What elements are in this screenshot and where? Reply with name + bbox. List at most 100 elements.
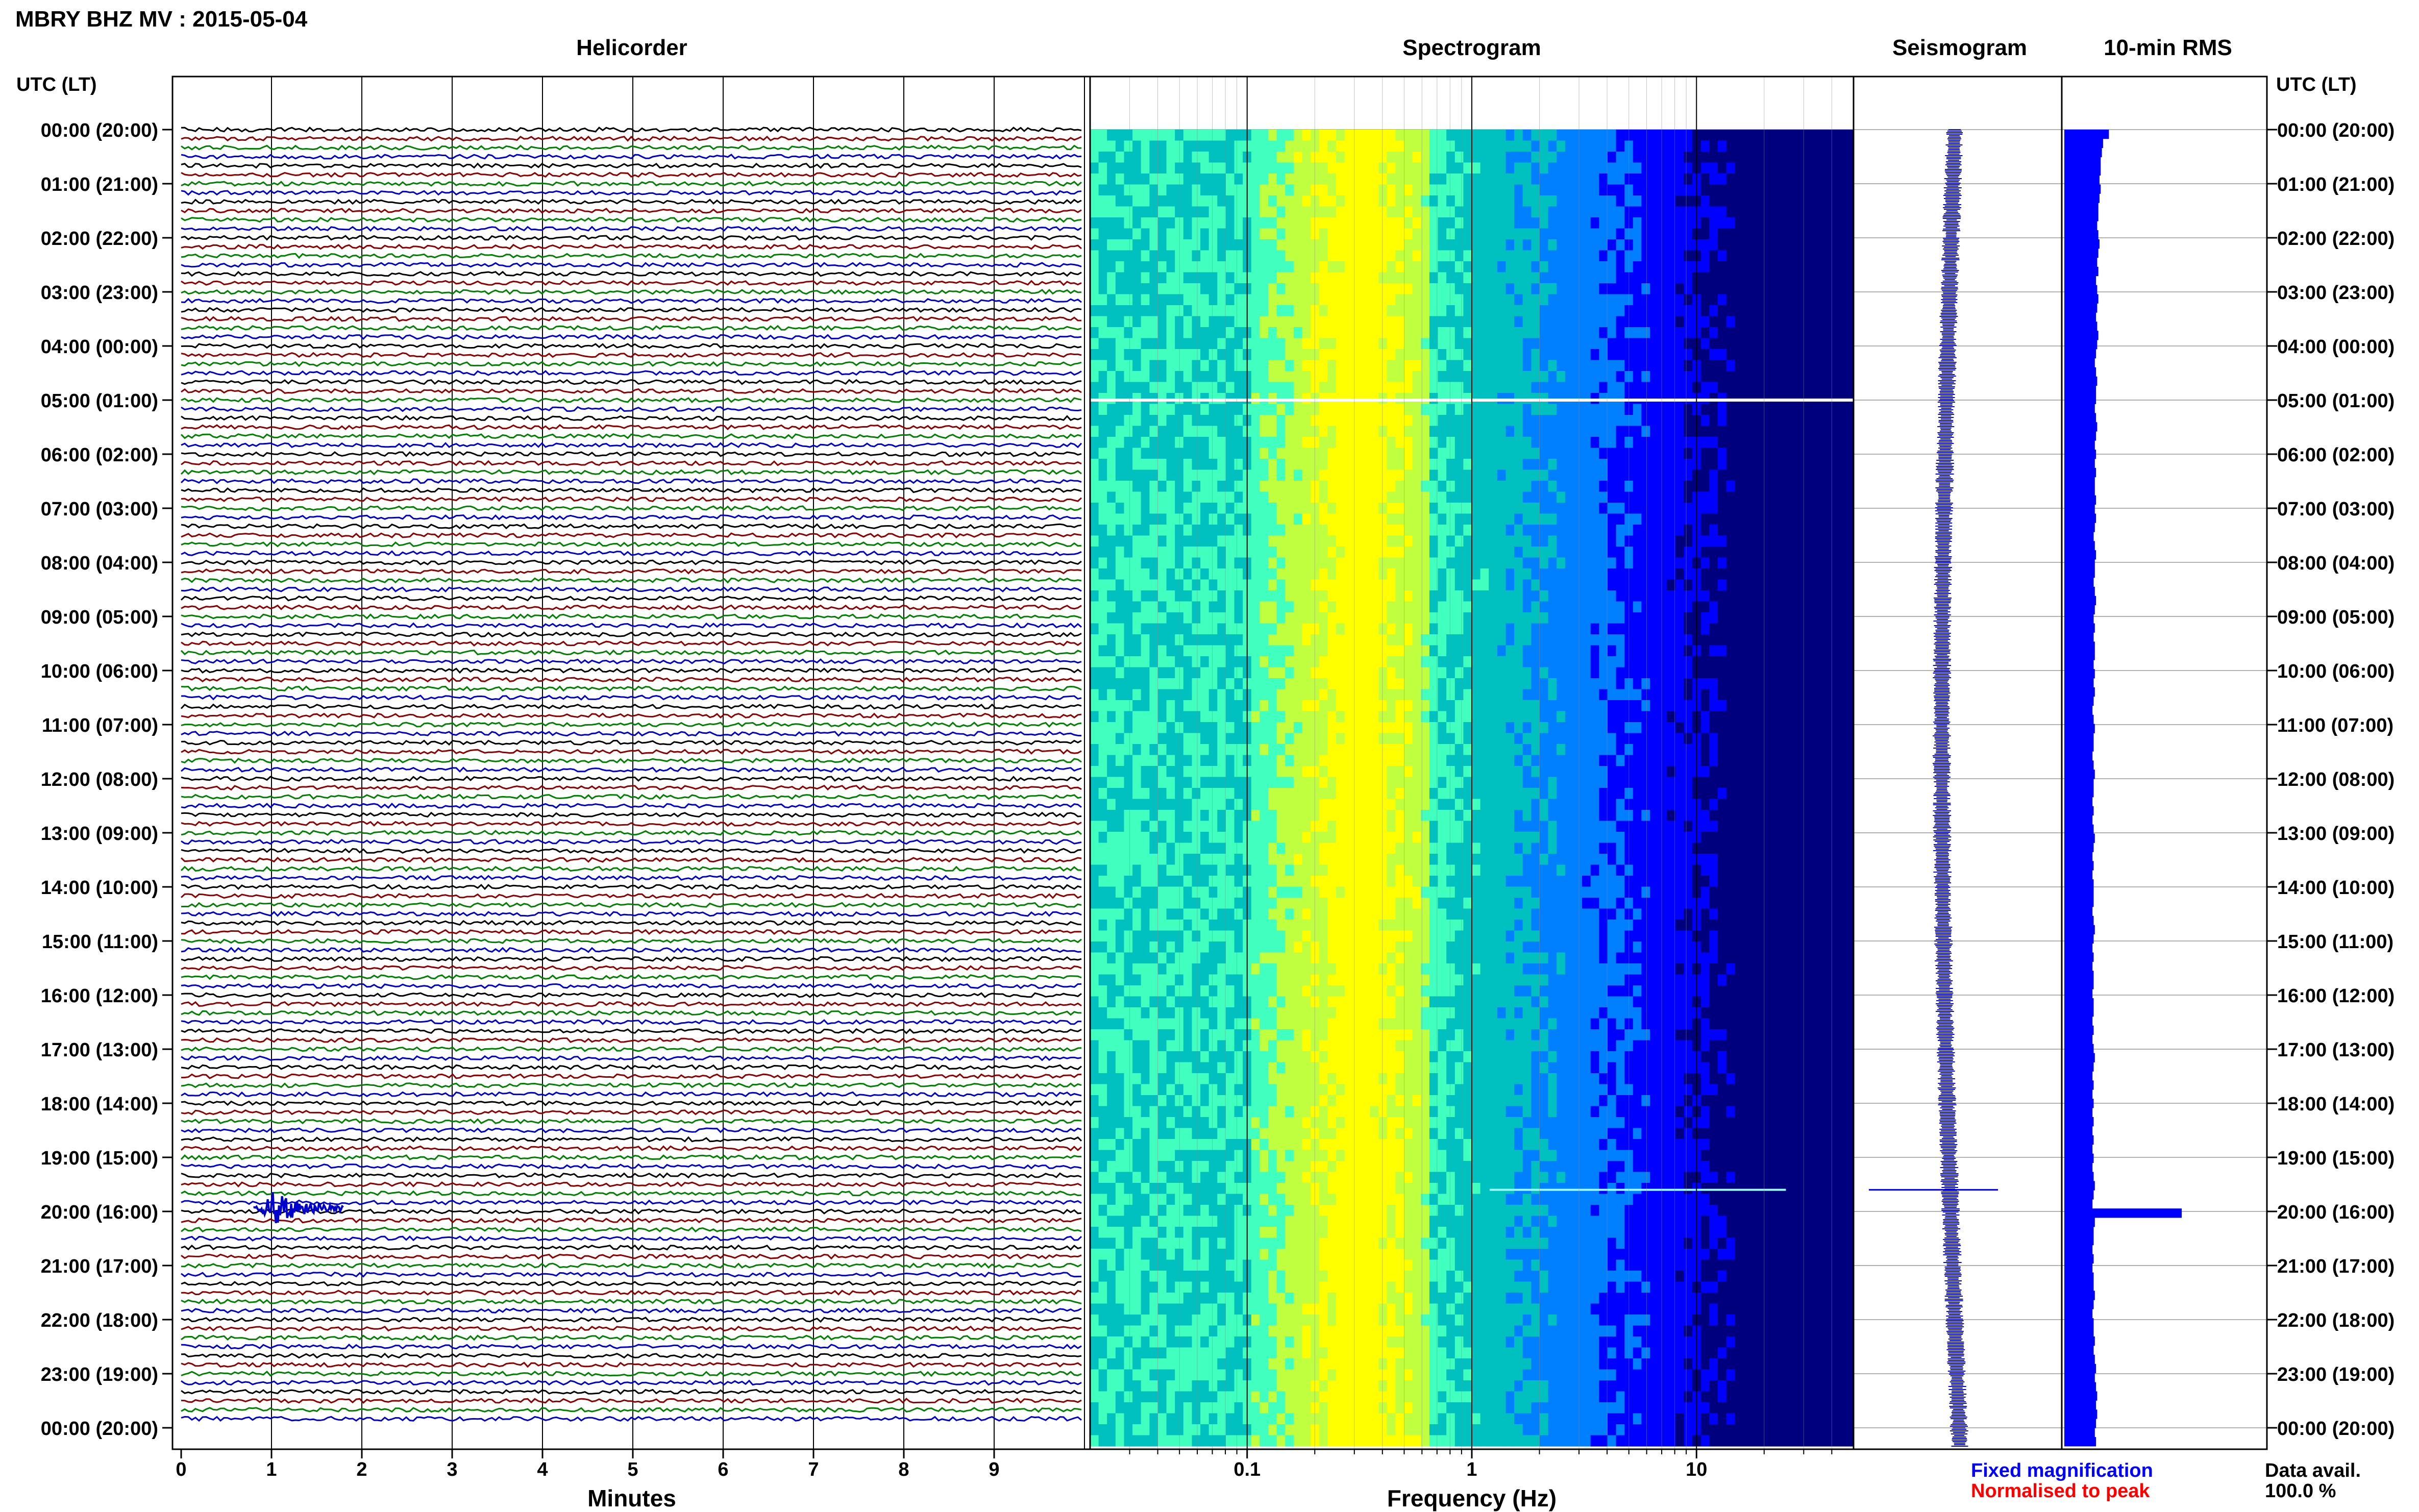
spectrogram-cell <box>1395 152 1404 163</box>
spectrogram-cell <box>1124 547 1133 558</box>
spectrogram-cell <box>1667 184 1676 196</box>
spectrogram-cell <box>1336 426 1345 437</box>
spectrogram-cell <box>1472 590 1481 602</box>
spectrogram-cell <box>1132 239 1142 251</box>
spectrogram-cell <box>1200 327 1210 339</box>
spectrogram-cell <box>1718 678 1727 690</box>
spectrogram-cell <box>1718 239 1727 251</box>
spectrogram-cell <box>1251 568 1260 580</box>
spectrogram-cell <box>1480 656 1489 668</box>
spectrogram-cell <box>1582 426 1591 437</box>
spectrogram-cell <box>1319 601 1328 613</box>
spectrogram-cell <box>1514 513 1523 525</box>
spectrogram-cell <box>1234 557 1243 569</box>
spectrogram-cell <box>1557 623 1566 635</box>
spectrogram-cell <box>1200 404 1210 415</box>
spectrogram-cell <box>1616 656 1625 668</box>
spectrogram-cell <box>1505 130 1515 141</box>
spectrogram-cell <box>1760 140 1769 152</box>
spectrogram-cell <box>1718 415 1727 427</box>
spectrogram-cell <box>1845 404 1854 415</box>
spectrogram-cell <box>1836 294 1845 306</box>
spectrogram-cell <box>1378 667 1388 679</box>
spectrogram-cell <box>1090 415 1099 427</box>
spectrogram-cell <box>1260 459 1269 470</box>
spectrogram-cell <box>1344 217 1353 229</box>
spectrogram-cell <box>1412 371 1421 383</box>
spectrogram-cell <box>1768 503 1778 514</box>
spectrogram-cell <box>1327 327 1337 339</box>
spectrogram-cell <box>1149 590 1158 602</box>
spectrogram-cell <box>1107 327 1116 339</box>
spectrogram-cell <box>1700 612 1710 624</box>
spectrogram-cell <box>1599 437 1608 449</box>
spectrogram-cell <box>1531 130 1540 141</box>
spectrogram-cell <box>1344 667 1353 679</box>
spectrogram-cell <box>1260 547 1269 558</box>
helicorder-trace <box>181 910 1082 917</box>
spectrogram-cell <box>1285 415 1294 427</box>
spectrogram-cell <box>1565 645 1574 657</box>
spectrogram-cell <box>1285 568 1294 580</box>
spectrogram-cell <box>1751 349 1761 361</box>
helicorder-trace <box>181 1389 1082 1395</box>
spectrogram-cell <box>1819 634 1829 646</box>
spectrogram-cell <box>1429 448 1439 459</box>
spectrogram-cell <box>1132 590 1142 602</box>
spectrogram-cell <box>1429 327 1439 339</box>
spectrogram-cell <box>1522 623 1532 635</box>
spectrogram-cell <box>1514 503 1523 514</box>
spectrogram-cell <box>1641 140 1650 152</box>
spectrogram-cell <box>1234 503 1243 514</box>
spectrogram-cell <box>1573 130 1583 141</box>
helicorder-trace <box>181 1019 1081 1025</box>
spectrogram-cell <box>1200 239 1210 251</box>
spectrogram-cell <box>1751 612 1761 624</box>
spectrogram-cell <box>1675 184 1685 196</box>
spectrogram-cell <box>1582 338 1591 350</box>
spectrogram-cell <box>1531 195 1540 207</box>
spectrogram-cell <box>1132 689 1142 701</box>
spectrogram-cell <box>1438 437 1447 449</box>
spectrogram-cell <box>1540 481 1549 492</box>
spectrogram-cell <box>1149 283 1158 295</box>
spectrogram-cell <box>1429 338 1439 350</box>
spectrogram-cell <box>1378 283 1388 295</box>
helicorder-trace <box>181 929 1082 935</box>
spectrogram-cell <box>1650 557 1659 569</box>
spectrogram-cell <box>1658 689 1667 701</box>
spectrogram-cell <box>1107 195 1116 207</box>
spectrogram-cell <box>1667 601 1676 613</box>
spectrogram-cell <box>1522 239 1532 251</box>
spectrogram-cell <box>1497 360 1507 371</box>
spectrogram-cell <box>1251 667 1260 679</box>
spectrogram-cell <box>1302 469 1311 481</box>
spectrogram-cell <box>1743 152 1752 163</box>
spectrogram-cell <box>1658 316 1667 328</box>
spectrogram-cell <box>1098 217 1107 229</box>
spectrogram-cell <box>1395 404 1404 415</box>
spectrogram-cell <box>1658 283 1667 295</box>
spectrogram-cell <box>1599 261 1608 273</box>
spectrogram-cell <box>1412 645 1421 657</box>
spectrogram-cell <box>1480 283 1489 295</box>
spectrogram-cell <box>1522 568 1532 580</box>
spectrogram-cell <box>1514 612 1523 624</box>
spectrogram-cell <box>1361 601 1371 613</box>
helicorder-trace <box>181 559 1082 565</box>
helicorder-trace <box>181 370 1082 376</box>
spectrogram-cell <box>1293 184 1303 196</box>
spectrogram-cell <box>1463 491 1472 503</box>
spectrogram-cell <box>1641 623 1650 635</box>
spectrogram-cell <box>1650 415 1659 427</box>
spectrogram-cell <box>1641 503 1650 514</box>
spectrogram-cell <box>1260 448 1269 459</box>
spectrogram-cell <box>1531 316 1540 328</box>
spectrogram-cell <box>1786 645 1795 657</box>
spectrogram-cell <box>1777 623 1786 635</box>
spectrogram-cell <box>1633 404 1642 415</box>
spectrogram-cell <box>1311 557 1320 569</box>
spectrogram-cell <box>1353 568 1362 580</box>
spectrogram-cell <box>1404 459 1413 470</box>
spectrogram-cell <box>1505 349 1515 361</box>
